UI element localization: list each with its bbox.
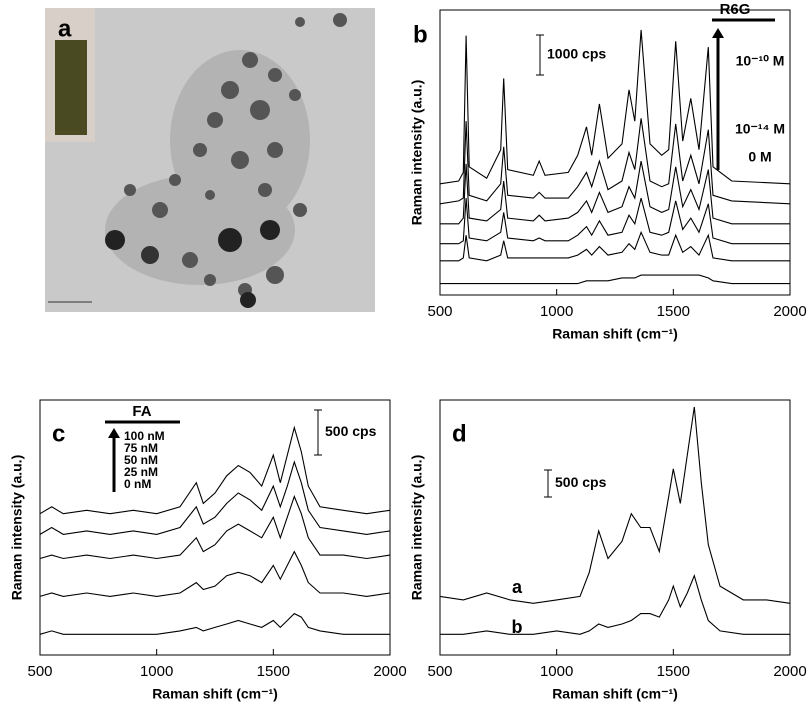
x-tick-label: 1000 (540, 663, 573, 680)
legend-title: R6G (720, 1, 751, 18)
panel-label: c (52, 420, 65, 447)
spectrum (440, 574, 790, 635)
legend-label: 50 nM (124, 453, 158, 467)
spectrum (39, 494, 391, 560)
y-axis-label: Raman intensity (a.u.) (409, 455, 425, 600)
x-tick-label: 2000 (773, 663, 806, 680)
x-tick-label: 1000 (140, 663, 173, 680)
scale-bar-label: 500 cps (555, 474, 607, 490)
x-tick-label: 1000 (540, 303, 573, 320)
x-tick-label: 2000 (773, 303, 806, 320)
chart-panel: 500 1000 1500 2000 Raman shift (cm⁻¹) Raman i… (409, 399, 807, 702)
y-axis-label: Raman intensity (a.u.) (409, 80, 425, 225)
panel-label: d (452, 420, 467, 447)
x-axis-label: Raman shift (cm⁻¹) (552, 686, 678, 702)
scale-bar-label: 500 cps (325, 423, 377, 439)
legend-title: FA (132, 403, 151, 420)
spectrum (440, 274, 790, 285)
spectrum (39, 425, 391, 515)
plot-frame (439, 9, 791, 296)
spectrum (439, 406, 791, 604)
legend-arrowhead (108, 428, 120, 438)
legend-label: 25 nM (124, 465, 158, 479)
spectrum (439, 29, 791, 185)
panel-label: a (58, 15, 72, 42)
spectrum (440, 160, 790, 225)
x-axis-label: Raman shift (cm⁻¹) (552, 326, 678, 342)
legend-label: 100 nM (124, 429, 165, 443)
x-tick-label: 1500 (657, 663, 690, 680)
legend-label: 0 M (748, 149, 771, 165)
x-tick-label: 2000 (373, 663, 406, 680)
legend-label: 10⁻¹⁴ M (735, 121, 785, 137)
plot-frame (39, 399, 391, 656)
legend-label: a (512, 577, 523, 597)
panel-label: b (413, 21, 428, 48)
legend-label: 0 nM (124, 477, 151, 491)
spectrum (439, 118, 791, 205)
x-tick-label: 1500 (657, 303, 690, 320)
chart-panel: 500 1000 1500 2000 Raman shift (cm⁻¹) Raman i… (409, 1, 807, 342)
x-axis-label: Raman shift (cm⁻¹) (152, 686, 278, 702)
legend-label: 10⁻¹⁰ M (736, 53, 785, 69)
x-tick-label: 500 (27, 663, 52, 680)
spectrum (440, 230, 790, 262)
spectrum (39, 460, 391, 535)
legend-arrowhead (712, 28, 724, 38)
spectrum (440, 197, 790, 245)
legend-label: 75 nM (124, 441, 158, 455)
y-axis-label: Raman intensity (a.u.) (9, 455, 25, 600)
x-tick-label: 1500 (257, 663, 290, 680)
tem-image: a (45, 8, 375, 312)
plot-frame (439, 399, 791, 656)
legend-label: b (512, 617, 523, 637)
vial-liquid (55, 40, 87, 135)
x-tick-label: 500 (427, 663, 452, 680)
spectrum (39, 550, 391, 597)
scale-bar-label: 1000 cps (547, 46, 606, 62)
spectrum (39, 612, 390, 635)
particles (105, 13, 347, 308)
chart-panel: 500 1000 1500 2000 Raman shift (cm⁻¹) Raman i… (9, 399, 407, 702)
x-tick-label: 500 (427, 303, 452, 320)
